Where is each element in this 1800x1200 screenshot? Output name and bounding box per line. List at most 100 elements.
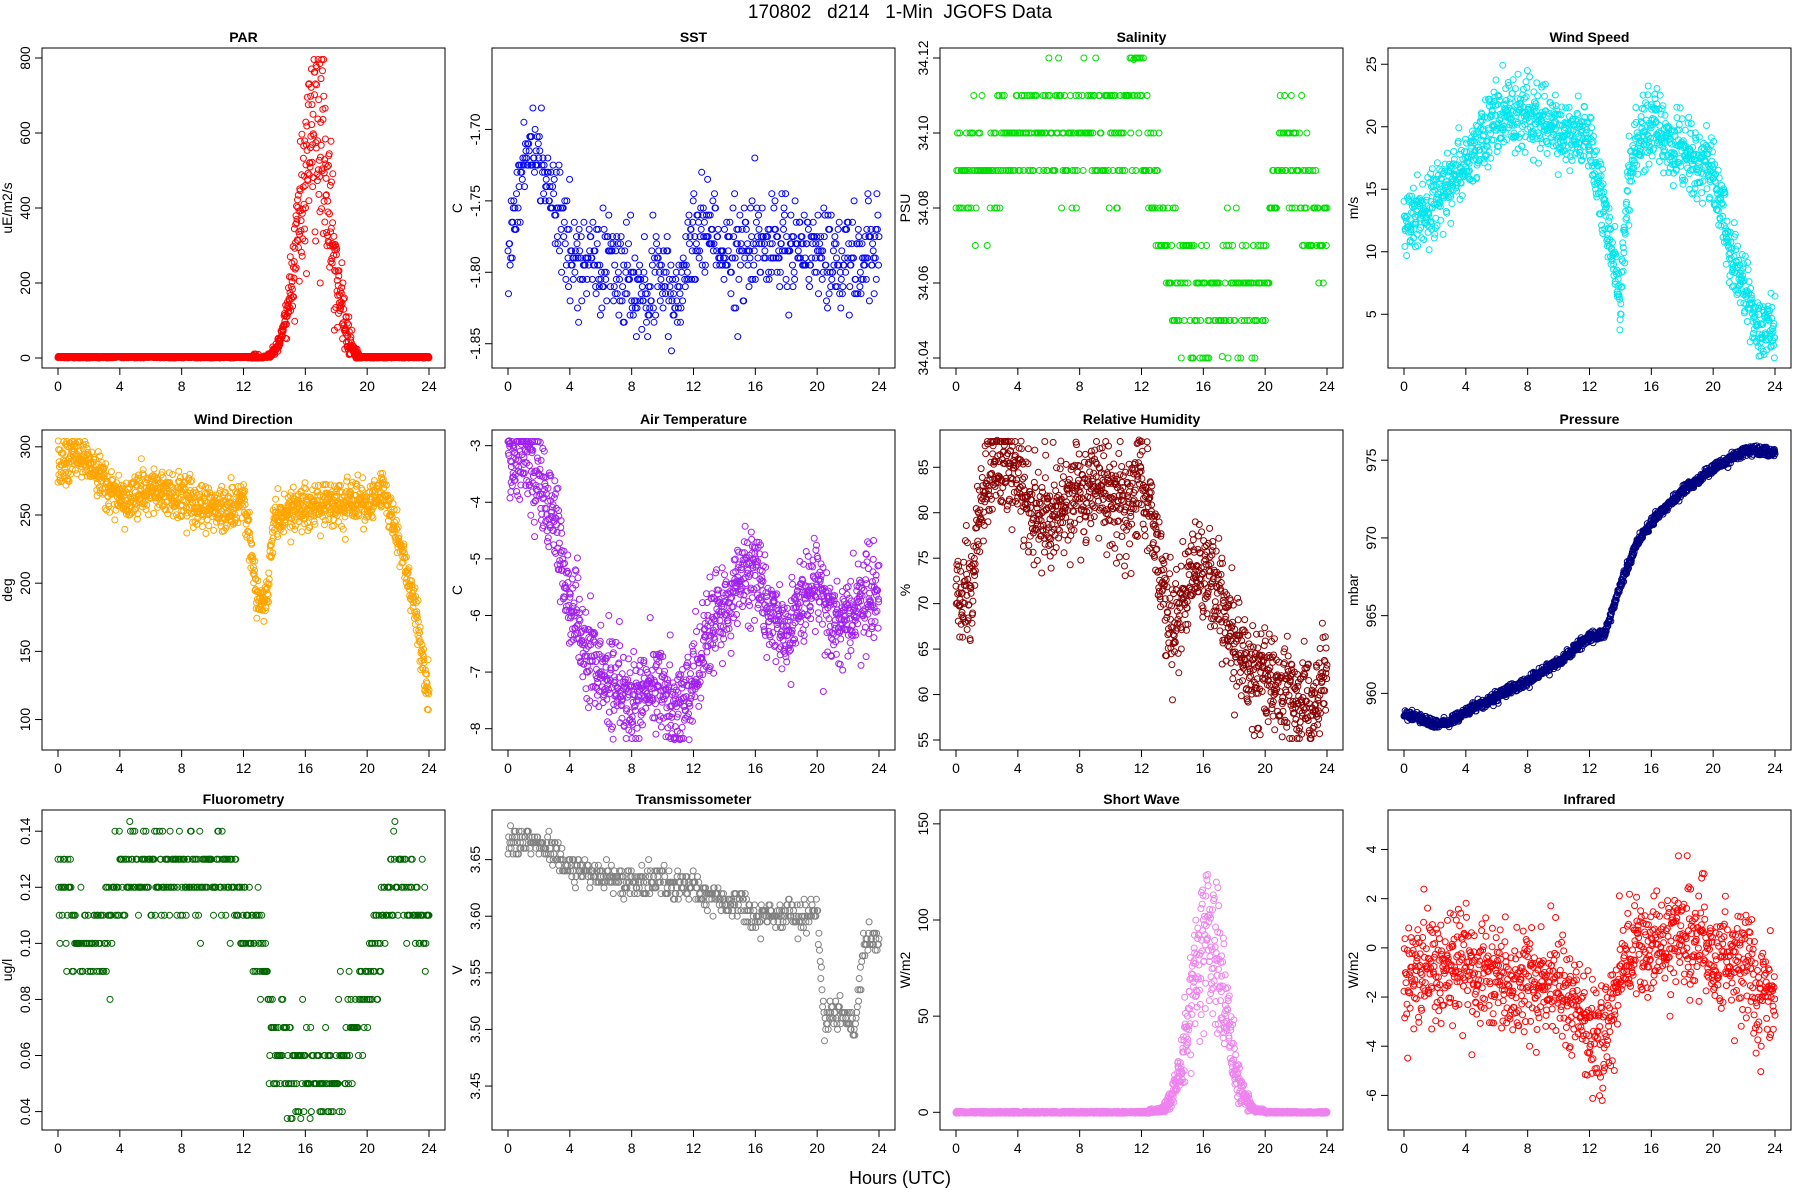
data-point bbox=[787, 211, 795, 219]
data-point bbox=[1080, 54, 1088, 62]
data-point bbox=[736, 211, 744, 219]
data-point bbox=[790, 268, 798, 276]
chart-title: Salinity bbox=[1117, 29, 1167, 45]
y-tick-label: 15 bbox=[1363, 181, 1379, 197]
x-tick-label: 12 bbox=[236, 760, 252, 776]
y-tick-label: 200 bbox=[17, 571, 33, 595]
data-point bbox=[704, 175, 712, 183]
data-point bbox=[518, 175, 526, 183]
data-point bbox=[690, 190, 698, 198]
data-point bbox=[576, 247, 584, 255]
data-point bbox=[855, 233, 863, 241]
y-tick-label: 34.12 bbox=[915, 40, 931, 75]
x-tick-label: 16 bbox=[1196, 378, 1212, 394]
data-point bbox=[326, 210, 333, 218]
data-point bbox=[107, 468, 115, 476]
data-point bbox=[754, 254, 762, 262]
data-point bbox=[751, 154, 759, 162]
plot-frame bbox=[1387, 47, 1792, 369]
data-point bbox=[748, 233, 756, 241]
data-point bbox=[1568, 157, 1576, 164]
x-tick-label: 20 bbox=[1705, 378, 1721, 394]
data-point bbox=[831, 233, 839, 241]
data-point bbox=[605, 211, 613, 219]
x-tick-label: 4 bbox=[1462, 378, 1470, 394]
data-point bbox=[1531, 98, 1538, 106]
data-point bbox=[641, 275, 649, 283]
data-point bbox=[1425, 246, 1433, 254]
data-point bbox=[971, 242, 979, 249]
y-tick-label: 800 bbox=[17, 46, 33, 70]
data-point bbox=[742, 225, 750, 233]
data-point bbox=[789, 261, 796, 269]
x-tick-label: 4 bbox=[566, 378, 574, 394]
data-point bbox=[695, 218, 702, 226]
y-tick-label: 200 bbox=[17, 271, 33, 295]
data-point bbox=[205, 522, 213, 530]
data-point bbox=[1433, 159, 1441, 167]
data-point bbox=[301, 225, 308, 233]
data-point bbox=[330, 232, 338, 240]
data-point bbox=[875, 261, 882, 269]
data-point bbox=[513, 190, 520, 198]
data-point bbox=[556, 247, 563, 255]
data-point bbox=[1558, 103, 1566, 111]
data-point bbox=[297, 227, 305, 235]
data-point bbox=[1127, 129, 1135, 137]
data-point bbox=[506, 261, 514, 269]
data-point bbox=[681, 283, 689, 291]
data-point bbox=[638, 283, 646, 291]
data-point bbox=[874, 211, 882, 219]
data-point bbox=[679, 254, 687, 262]
data-point bbox=[610, 297, 618, 305]
data-point bbox=[1105, 204, 1113, 212]
data-point bbox=[1645, 160, 1653, 168]
data-point bbox=[324, 208, 332, 216]
x-tick-label: 0 bbox=[54, 378, 62, 394]
data-point bbox=[978, 92, 986, 99]
data-point bbox=[631, 254, 639, 262]
data-point bbox=[1281, 92, 1289, 99]
data-point bbox=[770, 204, 778, 212]
data-point bbox=[970, 92, 978, 99]
data-point bbox=[653, 240, 661, 248]
data-point bbox=[505, 290, 512, 298]
data-point bbox=[1419, 180, 1427, 188]
data-point bbox=[695, 254, 703, 262]
data-point bbox=[709, 197, 717, 205]
data-point bbox=[611, 261, 619, 269]
data-point bbox=[794, 247, 802, 255]
data-point bbox=[549, 161, 557, 169]
data-point bbox=[585, 225, 593, 233]
data-point bbox=[287, 538, 295, 546]
data-point bbox=[1566, 167, 1574, 175]
data-point bbox=[534, 140, 542, 148]
x-tick-label: 24 bbox=[1767, 378, 1783, 394]
data-point bbox=[873, 190, 881, 198]
x-tick-label: 12 bbox=[1134, 378, 1150, 394]
data-point bbox=[536, 147, 544, 155]
data-point bbox=[692, 240, 700, 248]
data-point bbox=[1744, 259, 1752, 266]
data-point bbox=[854, 225, 862, 233]
x-tick-label: 0 bbox=[1400, 378, 1408, 394]
data-point bbox=[272, 495, 280, 503]
data-point bbox=[622, 218, 630, 226]
y-tick-label: 34.08 bbox=[915, 190, 931, 225]
data-point bbox=[274, 485, 282, 493]
data-point bbox=[735, 275, 743, 283]
data-point bbox=[298, 252, 306, 260]
x-tick-label: 20 bbox=[809, 378, 825, 394]
data-point bbox=[865, 297, 873, 305]
data-point bbox=[731, 190, 739, 198]
data-point bbox=[1287, 92, 1295, 99]
data-point bbox=[632, 333, 640, 341]
data-point bbox=[1492, 76, 1500, 84]
data-point bbox=[1661, 111, 1669, 119]
data-point bbox=[111, 516, 119, 524]
data-point bbox=[1523, 67, 1531, 75]
data-point bbox=[744, 261, 752, 269]
